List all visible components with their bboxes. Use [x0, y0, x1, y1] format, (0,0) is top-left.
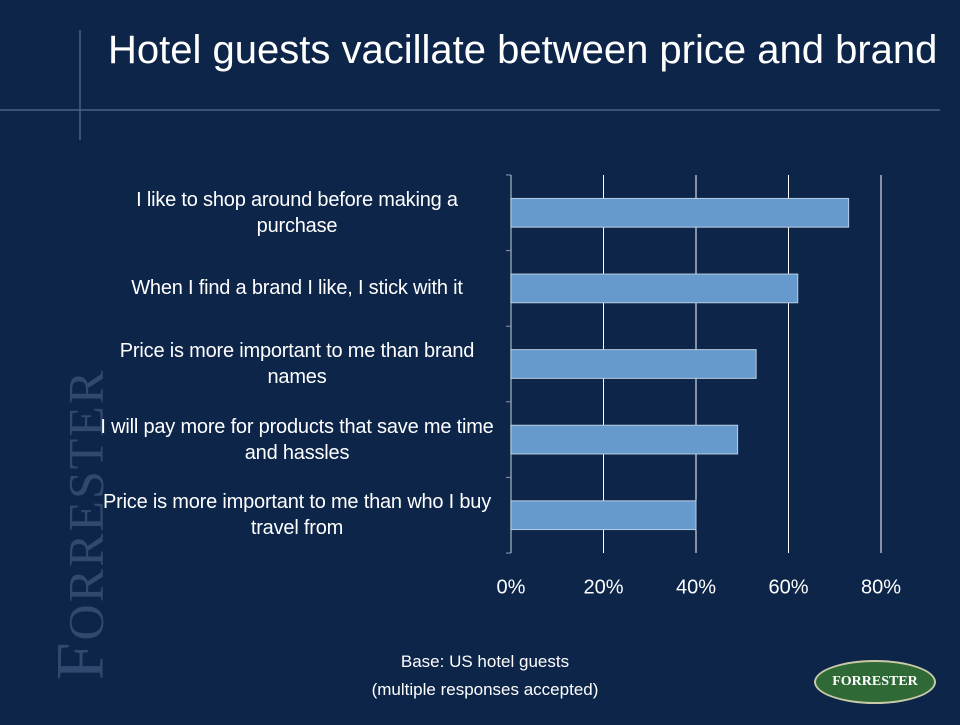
category-label: I will pay more for products that save m…	[100, 415, 494, 464]
logo: FORRESTER	[814, 660, 936, 704]
category-label: Price is more important to me than who I…	[102, 491, 492, 540]
x-tick-label: 60%	[768, 576, 808, 598]
bar	[510, 424, 739, 455]
x-tick-label: 0%	[497, 576, 526, 598]
bar	[510, 349, 757, 379]
footnote: (multiple responses accepted)	[371, 680, 599, 699]
bar	[510, 273, 799, 304]
category-label: Price is more important to me than brand…	[119, 339, 475, 388]
x-tick-label: 20%	[583, 576, 623, 598]
title: Hotel guests vacillate between price and…	[108, 28, 938, 72]
x-tick-label: 40%	[676, 576, 716, 598]
category-label: I like to shop around before making a pu…	[136, 188, 458, 237]
footnote: Base: US hotel guests	[400, 652, 570, 671]
category-label: When I find a brand I like, I stick with…	[131, 277, 463, 300]
bar	[510, 500, 697, 531]
bar	[510, 197, 850, 228]
x-tick-label: 80%	[861, 576, 901, 598]
